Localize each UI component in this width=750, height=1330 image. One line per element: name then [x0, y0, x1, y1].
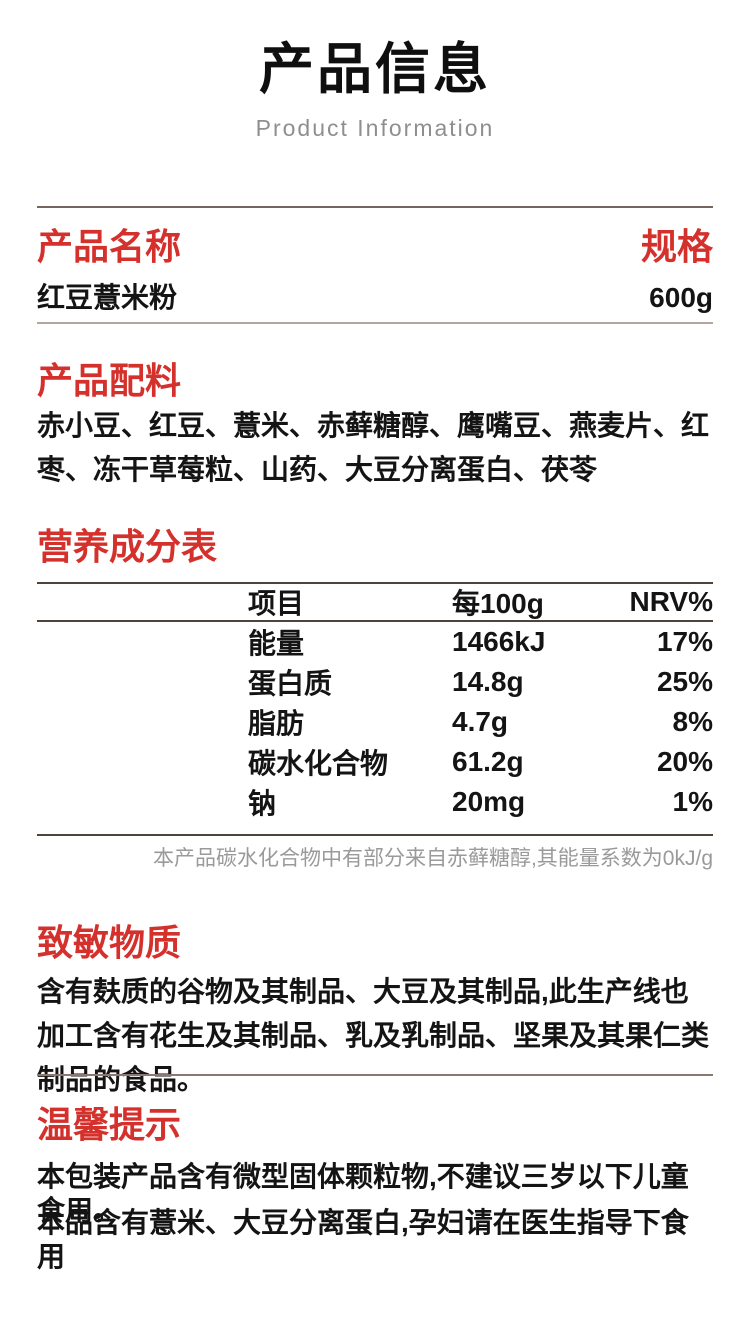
table-row: 蛋白质 14.8g 25% — [37, 662, 713, 702]
nutrient-amount: 14.8g — [452, 666, 524, 697]
divider-allergens-section — [37, 1074, 713, 1076]
nutrition-heading: 营养成分表 — [37, 526, 218, 567]
table-row: 能量 1466kJ 17% — [37, 622, 713, 662]
nutrient-amount: 61.2g — [452, 746, 524, 777]
product-label-row: 产品名称 规格 — [37, 226, 713, 268]
product-name-value: 红豆薏米粉 — [37, 282, 178, 313]
nutrient-name: 碳水化合物 — [248, 748, 389, 779]
nutrient-nrv: 20% — [656, 746, 713, 777]
tip-line-2: 本品含有薏米、大豆分离蛋白,孕妇请在医生指导下食用 — [37, 1207, 689, 1272]
nutrient-amount: 4.7g — [452, 706, 509, 737]
table-row: 碳水化合物 61.2g 20% — [37, 742, 713, 782]
nutrient-name: 蛋白质 — [248, 668, 333, 699]
tip-line-1: 本包装产品含有微型固体颗粒物,不建议三岁以下儿童食用。 — [37, 1161, 689, 1226]
divider-name-section — [37, 322, 713, 324]
nutrient-name: 钠 — [248, 788, 277, 819]
nutrient-nrv: 25% — [656, 666, 713, 697]
nutrient-nrv: 1% — [672, 786, 713, 817]
tips-heading: 温馨提示 — [37, 1104, 182, 1145]
nutrient-amount: 1466kJ — [452, 626, 546, 657]
spec-value: 600g — [649, 282, 713, 313]
ingredients-text: 赤小豆、红豆、薏米、赤藓糖醇、鹰嘴豆、燕麦片、红枣、冻干草莓粒、山药、大豆分离蛋… — [37, 410, 710, 485]
spec-label: 规格 — [640, 226, 713, 267]
column-header-nrv: NRV% — [629, 586, 713, 617]
page-title: 产品信息 — [258, 38, 491, 100]
allergens-heading: 致敏物质 — [37, 922, 182, 963]
nutrition-table-header: 项目 每100g NRV% — [37, 584, 713, 622]
product-value-row: 红豆薏米粉 600g — [37, 281, 713, 315]
nutrition-table: 项目 每100g NRV% 能量 1466kJ 17% 蛋白质 14.8g 25… — [37, 582, 713, 836]
page-subtitle: Product Information — [255, 115, 495, 141]
nutrient-amount: 20mg — [452, 786, 526, 817]
allergens-text: 含有麸质的谷物及其制品、大豆及其制品,此生产线也加工含有花生及其制品、乳及乳制品… — [37, 976, 710, 1095]
nutrient-nrv: 17% — [656, 626, 713, 657]
divider-top — [37, 206, 713, 208]
column-header-per100g: 每100g — [452, 588, 544, 619]
nutrient-nrv: 8% — [672, 706, 713, 737]
column-header-item: 项目 — [248, 588, 305, 619]
nutrient-name: 脂肪 — [248, 708, 305, 739]
nutrient-name: 能量 — [248, 628, 305, 659]
product-name-label: 产品名称 — [37, 226, 182, 267]
table-row: 脂肪 4.7g 8% — [37, 702, 713, 742]
table-row: 钠 20mg 1% — [37, 782, 713, 822]
nutrition-footnote: 本产品碳水化合物中有部分来自赤藓糖醇,其能量系数为0kJ/g — [152, 847, 713, 870]
ingredients-heading: 产品配料 — [37, 360, 182, 401]
